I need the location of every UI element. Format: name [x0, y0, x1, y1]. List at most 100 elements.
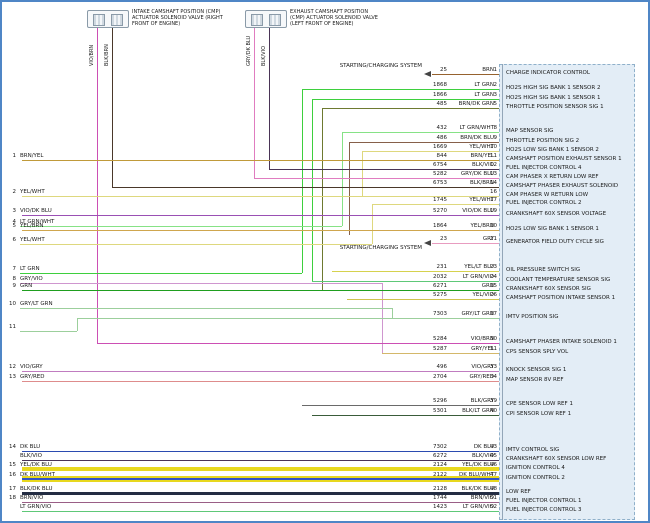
wire-number-label: 2032 [433, 274, 447, 280]
pin-number: 1 [493, 67, 498, 73]
signal-description: CRANKSHAFT 60X SENSOR LOW REF [506, 456, 607, 462]
exhaust-cmp-connector-icon [245, 10, 287, 28]
wire-line [312, 415, 499, 416]
starting-charging-annotation: STARTING/CHARGING SYSTEM [339, 63, 422, 69]
wire-line [22, 371, 499, 372]
wire-line [22, 230, 499, 231]
wire-number-label: 432 [436, 125, 448, 131]
wire-number-label: 2124 [433, 462, 447, 468]
signal-description: HO2S LOW SIG BANK 1 SENSOR 1 [506, 226, 599, 232]
wire-color-label: BRN [482, 67, 494, 73]
off-page-ref-number: 6 [12, 237, 17, 243]
off-page-ref-number: 9 [12, 283, 17, 289]
signal-description: CAMSHAFT POSITION EXHAUST SENSOR 1 [506, 156, 622, 162]
wire-segment [392, 308, 393, 318]
signal-description: COOLANT TEMPERATURE SENSOR SIG [506, 277, 611, 283]
signal-description: KNOCK SENSOR SIG 1 [506, 367, 567, 373]
wire-segment [269, 28, 270, 169]
signal-description: CPS SENSOR SPLY VOL [506, 349, 569, 355]
pin-number: 43 [490, 444, 497, 450]
wire-line [22, 196, 499, 197]
off-page-ref-number: 17 [9, 486, 16, 492]
wire-color-label: VIO/DK BLU [462, 208, 494, 214]
off-page-ref-number: 8 [12, 276, 17, 282]
wire-segment [254, 28, 255, 178]
off-page-ref-color-label: YEL/WHT [20, 189, 45, 195]
wire-line [254, 178, 499, 179]
wire-color-label: GRY/YEL [471, 346, 494, 352]
signal-description: CAMSHAFT PHASER EXHAUST SOLENOID [506, 183, 619, 189]
wire-line [382, 353, 499, 354]
wire-number-label: 231 [436, 264, 448, 270]
wire-line [20, 273, 302, 274]
pin-number: 20 [490, 223, 497, 229]
off-page-ref-color-label: DK BLU/WHT [20, 472, 55, 478]
wire-color-label: BRN/VIO [470, 495, 494, 501]
off-page-ref-color-label: VIO/GRY [20, 364, 43, 370]
wire-color-label: YEL/VIO [472, 292, 494, 298]
pin-number: 2 [493, 82, 498, 88]
wire-number-label: 6272 [433, 453, 447, 459]
off-page-ref-number: 15 [9, 462, 16, 468]
off-page-ref-color-label: VIO/DK BLU [20, 208, 52, 214]
wire-line [112, 187, 499, 188]
off-page-ref-color-label: GRY/RED [20, 374, 45, 380]
wire-line [372, 204, 499, 205]
off-page-ref-number: 2 [12, 189, 17, 195]
off-page-ref-number: 16 [9, 472, 16, 478]
exhaust-cmp-connector-label: EXHAUST CAMSHAFT POSITION (CMP) ACTUATOR… [290, 9, 378, 27]
wire-color-label: LT GRN/VIO [462, 504, 494, 510]
off-page-ref-number: 18 [9, 495, 16, 501]
wire-color-label: BLK/BRN [469, 180, 494, 186]
signal-description: HO2S HIGH SIG BANK 1 SENSOR 2 [506, 85, 601, 91]
wire-segment [97, 28, 98, 343]
signal-description: FUEL INJECTOR CONTROL 2 [506, 200, 582, 206]
off-page-ref-color-label: BLK/DK BLU [20, 486, 53, 492]
wire-number-label: 2704 [433, 374, 447, 380]
wire-line [22, 511, 499, 512]
off-page-ref-number: 13 [9, 374, 16, 380]
wire-color-label: VIO/BRN [470, 336, 494, 342]
off-page-ref-color-label: LT GRN [20, 266, 40, 272]
wire-number-label: 25 [440, 67, 447, 73]
pin-number: 26 [490, 292, 497, 298]
pin-number: 51 [490, 495, 497, 501]
wire-color-label: BRN/YEL [470, 153, 494, 159]
signal-description: HO2S LOW SIG BANK 1 SENSOR 2 [506, 147, 599, 153]
wire-color-label: BLK/GRY [470, 398, 494, 404]
wire-line [22, 492, 499, 495]
wire-color-label: YEL/BRN [470, 223, 494, 229]
wire-number-label: 23 [440, 236, 447, 242]
wire-color-label: GRN [481, 283, 494, 289]
wire-line [349, 142, 499, 143]
wire-segment [312, 99, 313, 281]
wire-color-label: BLK/LT GRN [462, 408, 494, 414]
pin-number: 23 [490, 264, 497, 270]
pin-number: 52 [490, 504, 497, 510]
wire-number-label: 1745 [433, 197, 447, 203]
wire-color-label: LT GRN/WHT [459, 125, 494, 131]
wire-line [342, 132, 499, 133]
signal-description: FUEL INJECTOR CONTROL 4 [506, 165, 582, 171]
wire-color-label: LT GRN [474, 92, 494, 98]
wire-number-label: 6754 [433, 162, 447, 168]
pin-number: 16 [490, 189, 497, 195]
wire-number-label: 1866 [433, 92, 447, 98]
connector-pin-icon [251, 14, 263, 26]
pin-number: 11 [490, 153, 497, 159]
wire-color-label: LT GRN/VIO [462, 274, 494, 280]
wire-color-label: BLK/DK BLU [461, 486, 494, 492]
signal-description: CRANKSHAFT 60X SENSOR SIG [506, 286, 591, 292]
signal-description: OIL PRESSURE SWITCH SIG [506, 267, 581, 273]
wire-segment [349, 142, 350, 235]
signal-description: CHARGE INDICATOR CONTROL [506, 70, 590, 76]
wire-number-label: 5282 [433, 171, 447, 177]
wire-color-label: GRY/DK BLU [460, 171, 494, 177]
wire-line [22, 381, 499, 382]
wire-color-label: VIO/GRY [471, 364, 494, 370]
wire-line [362, 151, 499, 152]
off-page-ref-color-label: YEL/DK BLU [20, 462, 52, 468]
pin-number: 17 [490, 197, 497, 203]
wire-line [97, 343, 499, 344]
